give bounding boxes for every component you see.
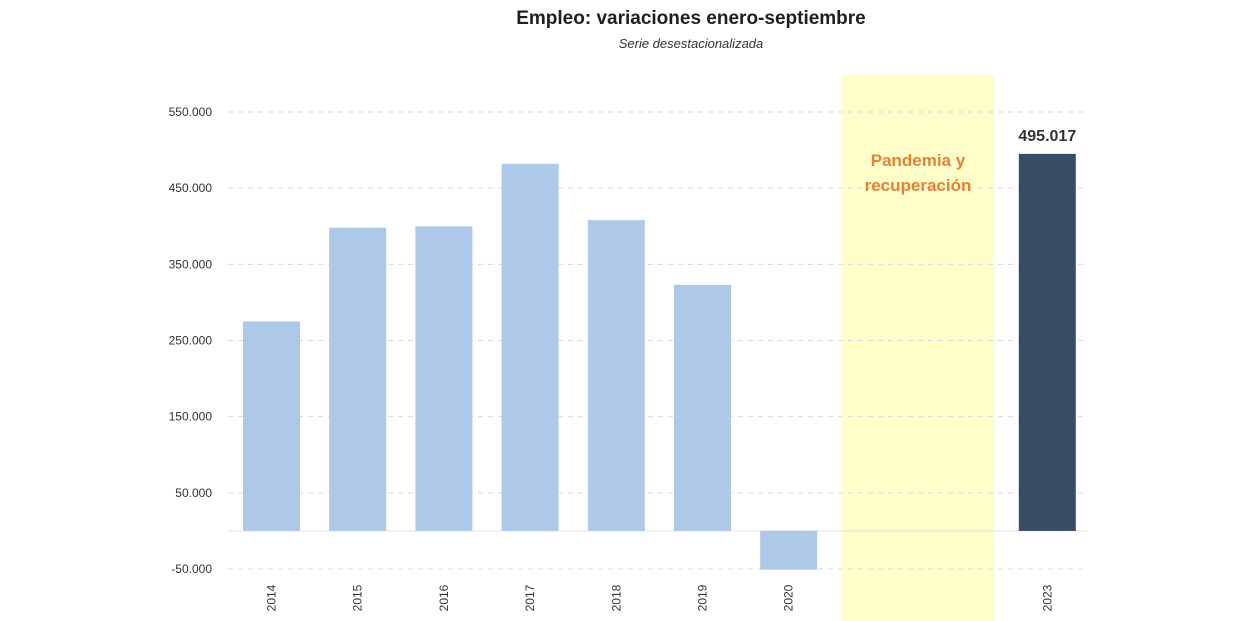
x-tick-label: 2015 — [351, 584, 365, 611]
y-tick-label: 50.000 — [175, 486, 212, 500]
y-tick-label: 250.000 — [169, 334, 213, 348]
annotation-line-2: recuperación — [865, 176, 972, 195]
y-tick-label: -50.000 — [171, 562, 212, 576]
bar-2015 — [329, 227, 387, 531]
x-tick-label: 2023 — [1040, 584, 1054, 611]
bar-2020 — [760, 530, 818, 570]
chart-title: Empleo: variaciones enero-septiembre — [516, 8, 866, 29]
bar-2016 — [415, 226, 473, 531]
y-tick-label: 550.000 — [169, 105, 213, 119]
bar-2014 — [243, 321, 300, 531]
x-tick-label: 2020 — [782, 584, 796, 611]
x-tick-label: 2017 — [523, 584, 537, 611]
annotation-line-1: Pandemia y — [871, 151, 966, 170]
bar-2018 — [587, 220, 645, 531]
x-tick-label: 2016 — [437, 584, 451, 611]
x-tick-label: 2014 — [265, 584, 279, 611]
y-tick-label: 450.000 — [169, 181, 213, 195]
y-tick-label: 150.000 — [169, 410, 213, 424]
chart-subtitle: Serie desestacionalizada — [618, 36, 764, 51]
x-tick-label: 2018 — [609, 584, 623, 611]
y-tick-label: 350.000 — [169, 257, 213, 271]
x-tick-label: 2019 — [696, 584, 710, 611]
bar-2023 — [1018, 153, 1076, 531]
bar-2019 — [674, 284, 731, 531]
data-label: 495.017 — [1018, 128, 1076, 145]
pandemic-band — [841, 75, 995, 621]
bar-2017 — [501, 163, 559, 531]
